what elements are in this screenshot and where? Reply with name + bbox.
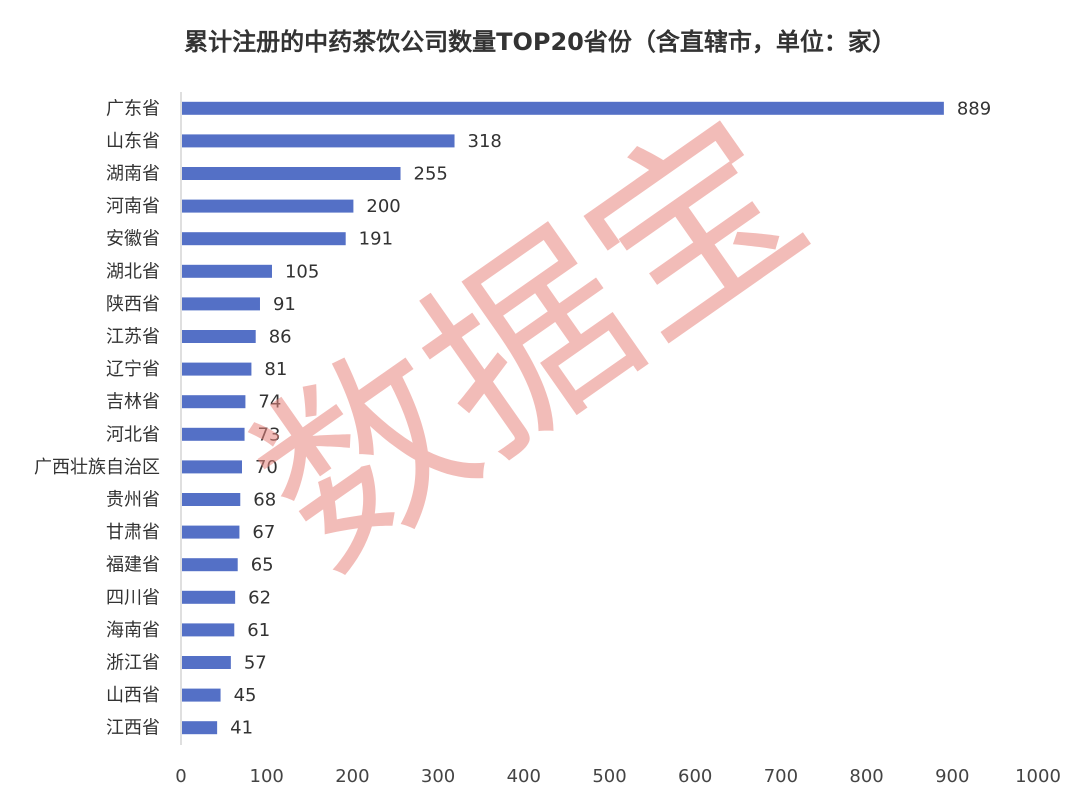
category-label: 福建省 — [106, 555, 160, 576]
bar — [182, 199, 354, 213]
bar — [182, 623, 235, 637]
category-label: 四川省 — [106, 587, 160, 608]
data-label: 65 — [251, 555, 274, 576]
data-label: 74 — [258, 392, 281, 413]
x-tick-label: 200 — [335, 766, 369, 787]
x-tick-label: 100 — [250, 766, 284, 787]
category-label: 山东省 — [106, 131, 160, 152]
chart-title: 累计注册的中药茶饮公司数量TOP20省份（含直辖市，单位：家） — [184, 28, 896, 56]
bar — [182, 362, 252, 376]
data-label: 45 — [234, 685, 257, 706]
x-tick-label: 500 — [592, 766, 626, 787]
bar — [182, 525, 240, 539]
data-label: 81 — [264, 359, 287, 380]
category-label: 山西省 — [106, 685, 160, 706]
data-label: 68 — [253, 490, 276, 511]
watermark: 数据宝 — [218, 76, 843, 611]
data-label: 73 — [258, 424, 281, 445]
bar — [182, 101, 944, 115]
x-tick-label: 0 — [175, 766, 186, 787]
bar — [182, 167, 401, 180]
category-label: 江苏省 — [106, 327, 160, 348]
bar — [182, 688, 221, 702]
data-label: 67 — [252, 522, 275, 543]
data-label: 70 — [255, 457, 278, 478]
category-label: 广西壮族自治区 — [34, 457, 160, 478]
data-label: 255 — [414, 164, 448, 185]
category-label: 湖南省 — [106, 164, 160, 185]
category-label: 河南省 — [106, 196, 160, 217]
bar — [182, 232, 346, 246]
bar — [182, 427, 245, 441]
bar — [182, 330, 256, 343]
bar — [182, 656, 231, 669]
category-label: 陕西省 — [106, 294, 160, 315]
x-tick-label: 800 — [849, 766, 883, 787]
category-label: 江西省 — [106, 718, 160, 739]
x-tick-label: 700 — [764, 766, 798, 787]
category-label: 湖北省 — [106, 261, 160, 282]
x-tick-label: 300 — [421, 766, 455, 787]
data-label: 86 — [269, 327, 292, 348]
data-label: 200 — [366, 196, 400, 217]
category-label: 甘肃省 — [106, 522, 160, 543]
category-label: 浙江省 — [106, 653, 160, 674]
x-tick-label: 900 — [935, 766, 969, 787]
bar — [182, 264, 272, 278]
category-label: 广东省 — [106, 98, 160, 119]
bar — [182, 590, 236, 604]
category-label: 吉林省 — [106, 392, 160, 413]
bar — [182, 297, 260, 311]
data-label: 191 — [359, 229, 393, 250]
data-label: 889 — [957, 98, 991, 119]
data-label: 62 — [248, 587, 271, 608]
bar — [182, 493, 241, 506]
data-label: 105 — [285, 261, 319, 282]
x-tick-label: 400 — [507, 766, 541, 787]
bar — [182, 721, 218, 735]
bar — [182, 134, 455, 148]
x-tick-label: 600 — [678, 766, 712, 787]
category-label: 安徽省 — [106, 229, 160, 250]
data-label: 61 — [247, 620, 270, 641]
category-label: 贵州省 — [106, 490, 160, 511]
data-label: 41 — [230, 718, 253, 739]
category-label: 海南省 — [106, 620, 160, 641]
bar — [182, 460, 242, 474]
bar — [182, 395, 246, 409]
category-label: 河北省 — [106, 424, 160, 445]
category-label: 辽宁省 — [106, 359, 160, 380]
data-label: 91 — [273, 294, 296, 315]
bar — [182, 558, 238, 572]
data-label: 318 — [468, 131, 502, 152]
x-tick-label: 1000 — [1015, 766, 1061, 787]
data-label: 57 — [244, 653, 267, 674]
